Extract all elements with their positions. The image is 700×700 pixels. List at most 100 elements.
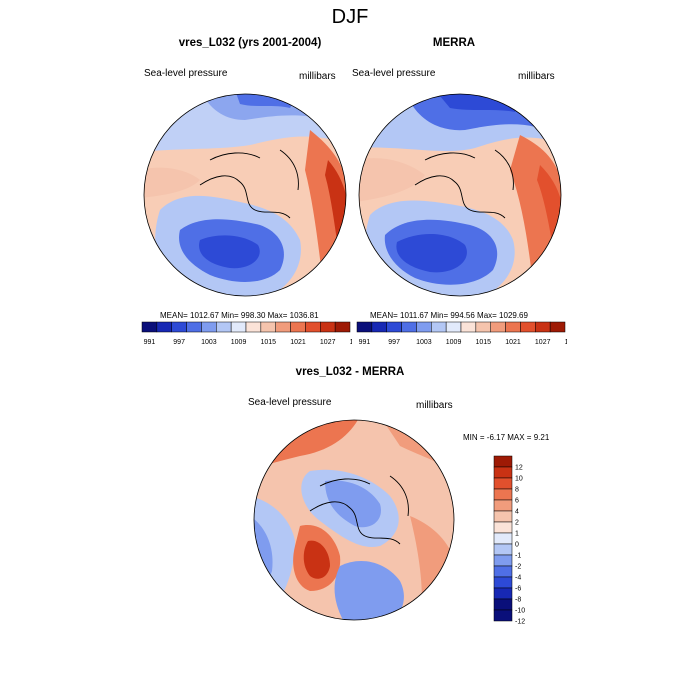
colorbar-tick-label: 997 <box>388 339 400 346</box>
colorbar-swatch <box>493 609 513 622</box>
field-neg-arctic-core <box>325 480 381 528</box>
colorbar-swatch <box>305 321 321 333</box>
panel-title-diff: vres_L032 - MERRA <box>295 366 405 378</box>
colorbar-tick-label: 1003 <box>416 339 432 346</box>
field-high-azores <box>359 158 425 202</box>
colorbar-tick-label: 1009 <box>231 339 247 346</box>
colorbar-swatch <box>141 321 158 333</box>
colorbar-swatch <box>493 587 513 600</box>
colorbar-tick-label: 1021 <box>290 339 306 346</box>
colorbar-swatch <box>290 321 306 333</box>
colorbar-swatch <box>549 321 566 333</box>
colorbar-swatch <box>386 321 402 333</box>
colorbar-tick-label: 10 <box>515 476 523 483</box>
colorbar-swatch <box>535 321 551 333</box>
variable-label-obs: Sea-level pressure <box>352 68 436 79</box>
colorbar-tick-label: 12 <box>515 465 523 472</box>
polar-map-diff <box>253 419 455 621</box>
colorbar-tick-label: 1003 <box>201 339 217 346</box>
figure-title: DJF <box>331 6 369 28</box>
colorbar-swatch <box>475 321 491 333</box>
colorbar-tick-label: 1015 <box>476 339 492 346</box>
colorbar-swatch <box>493 488 513 501</box>
colorbar-swatch <box>245 321 262 333</box>
colorbar-tick-label: 1033 <box>565 339 567 346</box>
colorbar-swatch <box>171 321 187 333</box>
colorbar-model: 991 997 1003 1009 1015 1021 1027 1033 <box>141 321 352 346</box>
colorbar-swatch <box>356 321 373 333</box>
colorbar-swatch <box>493 477 513 490</box>
colorbar-tick-label: 1027 <box>320 339 336 346</box>
colorbar-tick-label: 1033 <box>350 339 352 346</box>
colorbar-swatch <box>201 321 217 333</box>
field-neg-atlantic <box>334 561 404 620</box>
colorbar-tick-label: 1021 <box>505 339 521 346</box>
polar-map-model <box>143 93 347 297</box>
colorbar-tick-label: -8 <box>515 597 521 604</box>
panel-title-model: vres_L032 (yrs 2001-2004) <box>178 37 322 49</box>
colorbar-swatch <box>493 455 513 468</box>
colorbar-swatch <box>493 532 513 545</box>
colorbar-tick-label: -10 <box>515 608 525 615</box>
map-border <box>358 93 562 297</box>
colorbar-swatch <box>493 466 513 479</box>
map-border <box>253 419 455 621</box>
colorbar-swatch <box>216 321 232 333</box>
units-label-diff: millibars <box>416 400 453 411</box>
colorbar-tick-label: -2 <box>515 564 521 571</box>
colorbar-swatch <box>156 321 172 333</box>
colorbar-tick-label: -1 <box>515 553 521 560</box>
field-low-icelandic-core <box>199 235 260 269</box>
stats-diff: MIN = -6.17 MAX = 9.21 <box>463 433 550 442</box>
field-low-icelandic-core <box>396 234 467 273</box>
colorbar-swatch <box>493 554 513 567</box>
colorbar-swatch <box>186 321 202 333</box>
colorbar-swatch <box>371 321 387 333</box>
colorbar-tick-label: -4 <box>515 575 521 582</box>
coastlines <box>199 149 299 219</box>
colorbar-swatch <box>431 321 447 333</box>
colorbar-tick-label: 1009 <box>446 339 462 346</box>
colorbar-swatch <box>520 321 536 333</box>
colorbar-tick-label: 6 <box>515 498 519 505</box>
stats-model: MEAN= 1012.67 Min= 998.30 Max= 1036.81 <box>160 311 319 320</box>
colorbar-swatch <box>230 321 247 333</box>
units-label-model: millibars <box>299 71 336 82</box>
colorbar-swatch <box>401 321 417 333</box>
panel-title-obs: MERRA <box>432 37 476 49</box>
colorbar-swatch <box>493 576 513 589</box>
colorbar-tick-label: 991 <box>359 339 371 346</box>
colorbar-obs: 991 997 1003 1009 1015 1021 1027 1033 <box>356 321 567 346</box>
colorbar-tick-label: 1027 <box>535 339 551 346</box>
polar-map-obs <box>358 93 562 297</box>
colorbar-swatch <box>275 321 291 333</box>
units-label-obs: millibars <box>518 71 555 82</box>
colorbar-swatch <box>320 321 336 333</box>
colorbar-tick-label: 2 <box>515 520 519 527</box>
colorbar-swatch <box>493 499 513 512</box>
field-pos-greenland-core <box>303 540 330 579</box>
colorbar-swatch <box>460 321 477 333</box>
colorbar-tick-label: 997 <box>173 339 185 346</box>
stats-obs: MEAN= 1011.67 Min= 994.56 Max= 1029.69 <box>370 311 528 320</box>
colorbar-swatch <box>334 321 351 333</box>
colorbar-swatch <box>493 510 513 523</box>
colorbar-tick-label: -6 <box>515 586 521 593</box>
map-border <box>143 93 347 297</box>
colorbar-swatch <box>493 565 513 578</box>
colorbar-swatch <box>416 321 432 333</box>
field-high-azores <box>144 167 200 198</box>
colorbar-swatch <box>493 598 513 611</box>
colorbar-swatch <box>445 321 462 333</box>
colorbar-swatch <box>493 543 513 556</box>
colorbar-tick-label: 1 <box>515 531 519 538</box>
colorbar-swatch <box>490 321 506 333</box>
colorbar-tick-label: -12 <box>515 619 525 626</box>
colorbar-tick-label: 991 <box>144 339 156 346</box>
coastlines <box>414 149 514 219</box>
colorbar-tick-label: 4 <box>515 509 519 516</box>
colorbar-tick-label: 0 <box>515 542 519 549</box>
coastlines <box>309 475 409 545</box>
variable-label-model: Sea-level pressure <box>144 68 228 79</box>
